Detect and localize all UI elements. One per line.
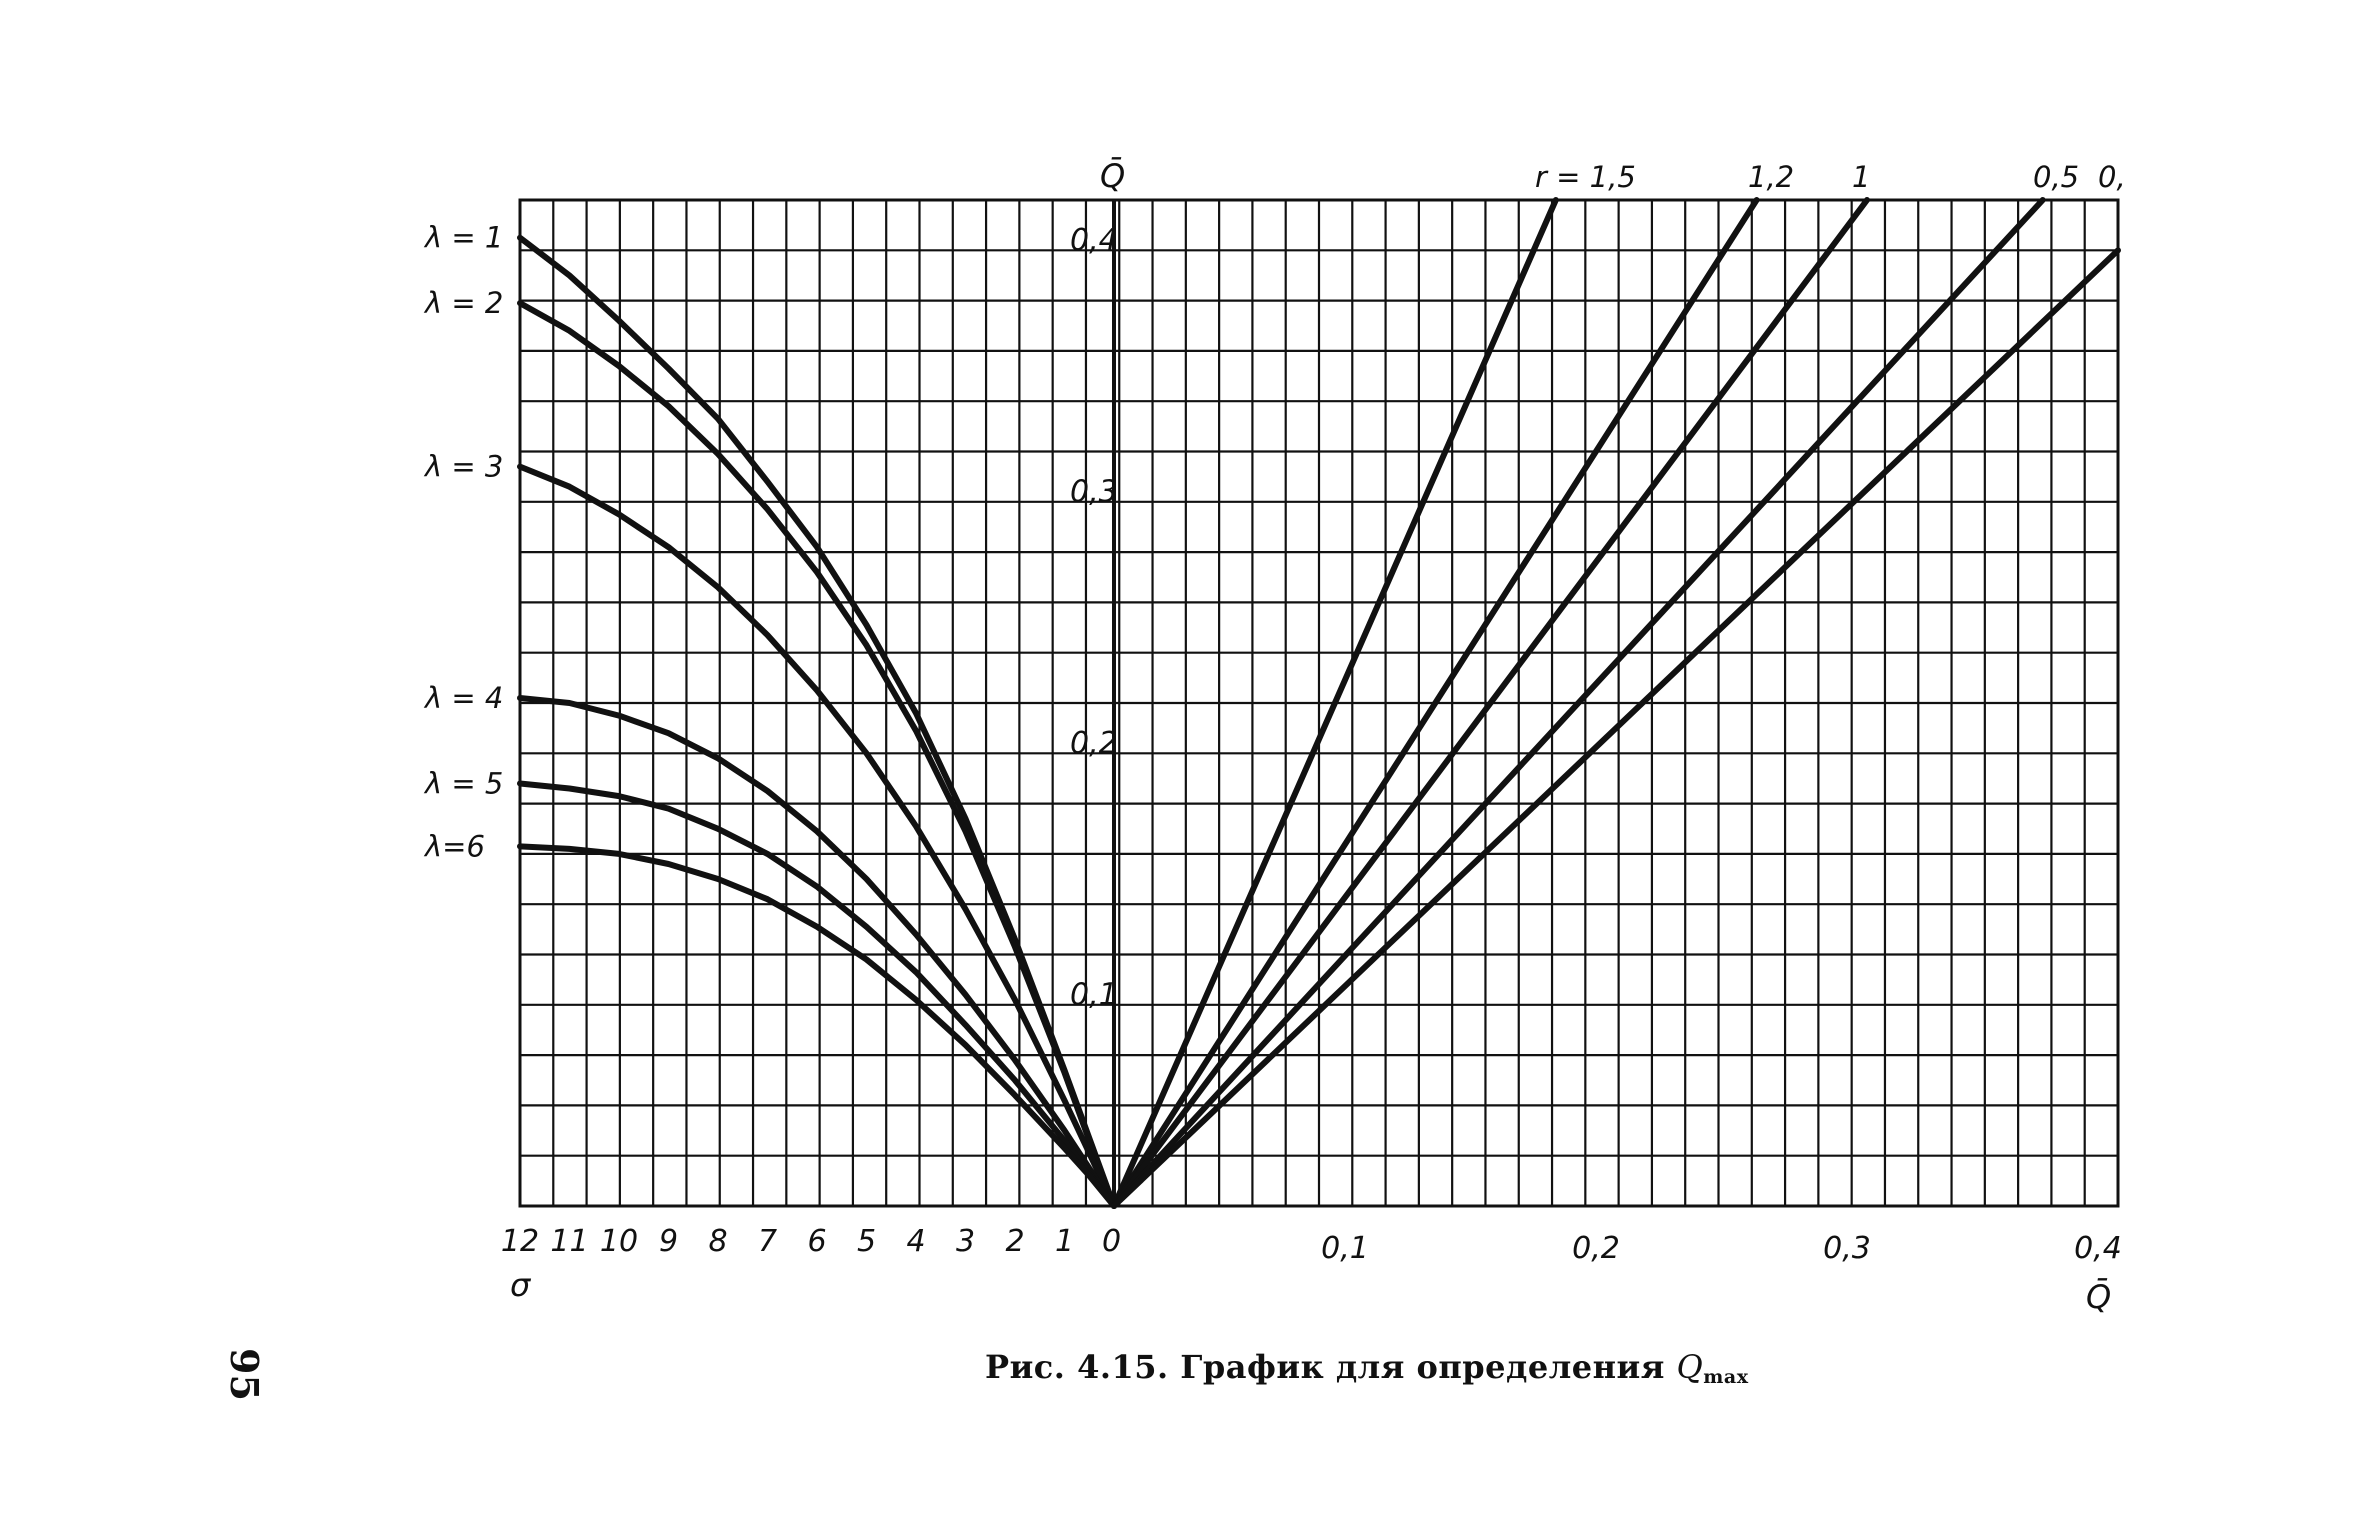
x-tick-label-q: 0,4: [2074, 1231, 2122, 1266]
x-tick-label-sigma: 3: [956, 1224, 975, 1259]
series-label-lambda-2: λ = 2: [423, 286, 503, 320]
series-label-r-4: 0,5: [2033, 160, 2079, 194]
series-line-r-1: [1111, 197, 1559, 1209]
caption-q-symbol: Q: [1676, 1348, 1704, 1386]
series-label-r-1: r = 1,5: [1535, 160, 1636, 194]
series-line-r-4: [1111, 197, 2046, 1209]
series-line-lambda-5: [517, 780, 1117, 1209]
series-line-r-5: [1111, 247, 2121, 1209]
x-tick-label-sigma: 5: [857, 1224, 876, 1259]
series-label-lambda-5: λ = 5: [423, 766, 503, 800]
series-line-lambda-1: [517, 234, 1117, 1209]
series-line-lambda-2: [517, 300, 1117, 1209]
series-line-lambda-6: [517, 843, 1117, 1209]
series-line-lambda-3: [517, 463, 1117, 1209]
series-label-r-2: 1,2: [1748, 160, 1794, 194]
y-tick-label: 0,3: [1070, 475, 1118, 510]
x-tick-label-sigma: 11: [550, 1224, 588, 1259]
x-tick-label-sigma: 10: [600, 1224, 638, 1259]
x-tick-label-sigma: 4: [906, 1224, 925, 1259]
labels: λ = 1λ = 2λ = 3λ = 4λ = 5λ=6r = 1,5 1,2 1 0…: [423, 160, 2126, 1266]
zero-tick-label: 0: [1102, 1224, 1121, 1259]
series-label-lambda-6: λ=6: [423, 829, 485, 863]
x-tick-label-sigma: 9: [659, 1224, 678, 1259]
figure-caption: Рис. 4.15. График для определения Qmax: [985, 1348, 1749, 1388]
y-tick-label: 0,4: [1070, 223, 1118, 258]
x-tick-label-sigma: 12: [501, 1224, 539, 1259]
series-label-r-3: 1: [1852, 160, 1870, 194]
series-line-r-2: [1111, 197, 1760, 1209]
x-tick-label-sigma: 7: [758, 1224, 777, 1259]
x-axis-title-right: Q̄: [2086, 1277, 2111, 1316]
series-line-lambda-4: [517, 695, 1117, 1209]
y-tick-label: 0,2: [1070, 726, 1118, 761]
x-tick-label-sigma: 2: [1005, 1224, 1024, 1259]
plot-frame: [518, 198, 2120, 1208]
series-label-lambda-3: λ = 3: [423, 450, 503, 484]
y-axis-title: Q̄: [1100, 156, 1125, 195]
grid: [520, 200, 2118, 1206]
x-tick-label-q: 0,2: [1572, 1231, 1620, 1266]
caption-q-subscript: max: [1703, 1366, 1749, 1388]
x-tick-label-sigma: 6: [807, 1224, 826, 1259]
x-tick-label-sigma: 1: [1055, 1224, 1074, 1259]
x-tick-label-q: 0,3: [1823, 1231, 1871, 1266]
x-axis-title-left: σ: [510, 1266, 532, 1304]
x-tick-label-sigma: 8: [708, 1224, 727, 1259]
x-tick-label-q: 0,1: [1321, 1231, 1369, 1266]
page-number: 95: [221, 1348, 267, 1401]
caption-text: Рис. 4.15. График для определения: [985, 1348, 1677, 1386]
series-label-lambda-1: λ = 1: [423, 221, 503, 255]
y-tick-label: 0,1: [1070, 978, 1118, 1013]
curves: [517, 197, 2121, 1209]
series-label-lambda-4: λ = 4: [423, 681, 503, 715]
series-line-r-3: [1111, 197, 1870, 1209]
series-label-r-5: 0,: [2098, 160, 2126, 194]
